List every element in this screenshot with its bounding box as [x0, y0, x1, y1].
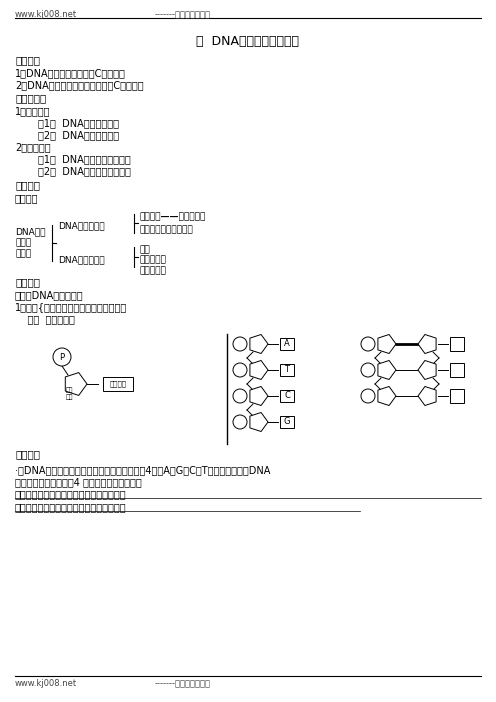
- Text: 二  DNA分子的结构和复制: 二 DNA分子的结构和复制: [196, 35, 300, 48]
- Text: 的结构: 的结构: [15, 238, 31, 247]
- Text: 教学目的: 教学目的: [15, 55, 40, 65]
- Polygon shape: [378, 361, 396, 380]
- Polygon shape: [250, 361, 268, 380]
- Text: www.kj008.net: www.kj008.net: [15, 679, 77, 688]
- Text: 复制的过程: 复制的过程: [140, 255, 167, 264]
- Polygon shape: [378, 334, 396, 354]
- Text: 重点和难点: 重点和难点: [15, 93, 46, 103]
- Text: P: P: [59, 353, 64, 362]
- Text: 核糖: 核糖: [66, 394, 73, 399]
- Text: DNA分子的复制: DNA分子的复制: [58, 255, 105, 264]
- Text: 【注解】: 【注解】: [15, 277, 40, 287]
- Text: 【板书】: 【板书】: [15, 193, 39, 203]
- Text: www.kj008.net: www.kj008.net: [15, 10, 77, 19]
- Text: （1）  DNA分子的结构特点。: （1） DNA分子的结构特点。: [38, 154, 131, 164]
- Text: C: C: [284, 392, 290, 401]
- Text: （一）DNA分子的结构: （一）DNA分子的结构: [15, 290, 84, 300]
- Text: 基本单位——脆氧核苷酸: 基本单位——脆氧核苷酸: [140, 212, 206, 221]
- Bar: [450, 337, 464, 351]
- Circle shape: [233, 415, 247, 429]
- Text: 复制的意义: 复制的意义: [140, 266, 167, 275]
- Bar: [280, 416, 294, 428]
- Bar: [280, 390, 294, 402]
- Text: 概念: 概念: [140, 245, 151, 254]
- Text: 和复制: 和复制: [15, 249, 31, 258]
- Bar: [280, 364, 294, 376]
- Text: ·在DNA分子中，由于组成脆氧核苷酸的碳基有4种（A、G、C、T），因此，构成DNA: ·在DNA分子中，由于组成脆氧核苷酸的碳基有4种（A、G、C、T），因此，构成D…: [15, 465, 270, 475]
- Text: -------华夏教育资源库: -------华夏教育资源库: [155, 679, 211, 688]
- Text: 双蟺旋结构的主要特点: 双蟺旋结构的主要特点: [140, 225, 194, 234]
- Circle shape: [233, 389, 247, 403]
- Bar: [280, 338, 294, 350]
- Text: 1．教学重点: 1．教学重点: [15, 106, 51, 116]
- Bar: [450, 389, 464, 403]
- Text: 分子的脆氧核苷酸也有4 种，它们间的名称是：: 分子的脆氧核苷酸也有4 种，它们间的名称是：: [15, 477, 142, 487]
- Text: -------华夏教育资源库: -------华夏教育资源库: [155, 10, 211, 19]
- Polygon shape: [418, 334, 436, 354]
- Text: 【例析】: 【例析】: [15, 449, 40, 459]
- Text: 1．DNA分子的结构特点（C：理解）: 1．DNA分子的结构特点（C：理解）: [15, 68, 126, 78]
- Text: （1）  DNA分子的结构。: （1） DNA分子的结构。: [38, 118, 119, 128]
- Text: 组成  连接：聚合: 组成 连接：聚合: [15, 314, 75, 324]
- Polygon shape: [250, 334, 268, 354]
- Circle shape: [361, 363, 375, 377]
- Polygon shape: [378, 387, 396, 406]
- Text: 2．DNA分子复制的过程和意义（C：理解）: 2．DNA分子复制的过程和意义（C：理解）: [15, 80, 144, 90]
- Text: G: G: [284, 418, 290, 427]
- Polygon shape: [250, 387, 268, 406]
- Polygon shape: [418, 361, 436, 380]
- Text: DNA分子: DNA分子: [15, 227, 46, 236]
- Polygon shape: [250, 413, 268, 432]
- Text: （2）  DNA分子的复制过程。: （2） DNA分子的复制过程。: [38, 166, 131, 176]
- Polygon shape: [65, 373, 87, 395]
- Text: 脱氧: 脱氧: [66, 387, 73, 392]
- Bar: [103, 377, 133, 391]
- Text: 教学过程: 教学过程: [15, 180, 40, 190]
- Text: 含氮碱基: 含氮碱基: [110, 380, 126, 388]
- Circle shape: [361, 389, 375, 403]
- Text: 胞嘘呀脆氧核苷酸和胸腺嘘呀脆氧核苷酸。: 胞嘘呀脆氧核苷酸和胸腺嘘呀脆氧核苷酸。: [15, 502, 126, 512]
- Circle shape: [233, 337, 247, 351]
- Text: 1．化学{基本单位：脆氧核苷酸（四种）: 1．化学{基本单位：脆氧核苷酸（四种）: [15, 302, 127, 312]
- Text: 腺嘘令脆氧核苷酸，鸟嘘令脆氧核苷酸、图: 腺嘘令脆氧核苷酸，鸟嘘令脆氧核苷酸、图: [15, 489, 126, 499]
- Bar: [450, 363, 464, 377]
- Circle shape: [361, 337, 375, 351]
- Text: 2．教学难点: 2．教学难点: [15, 142, 51, 152]
- Circle shape: [233, 363, 247, 377]
- Text: DNA分子的结构: DNA分子的结构: [58, 221, 105, 230]
- Text: （2）  DNA分子的复制。: （2） DNA分子的复制。: [38, 130, 119, 140]
- Text: A: A: [284, 340, 290, 348]
- Text: T: T: [285, 366, 290, 374]
- Circle shape: [53, 348, 71, 366]
- Polygon shape: [418, 387, 436, 406]
